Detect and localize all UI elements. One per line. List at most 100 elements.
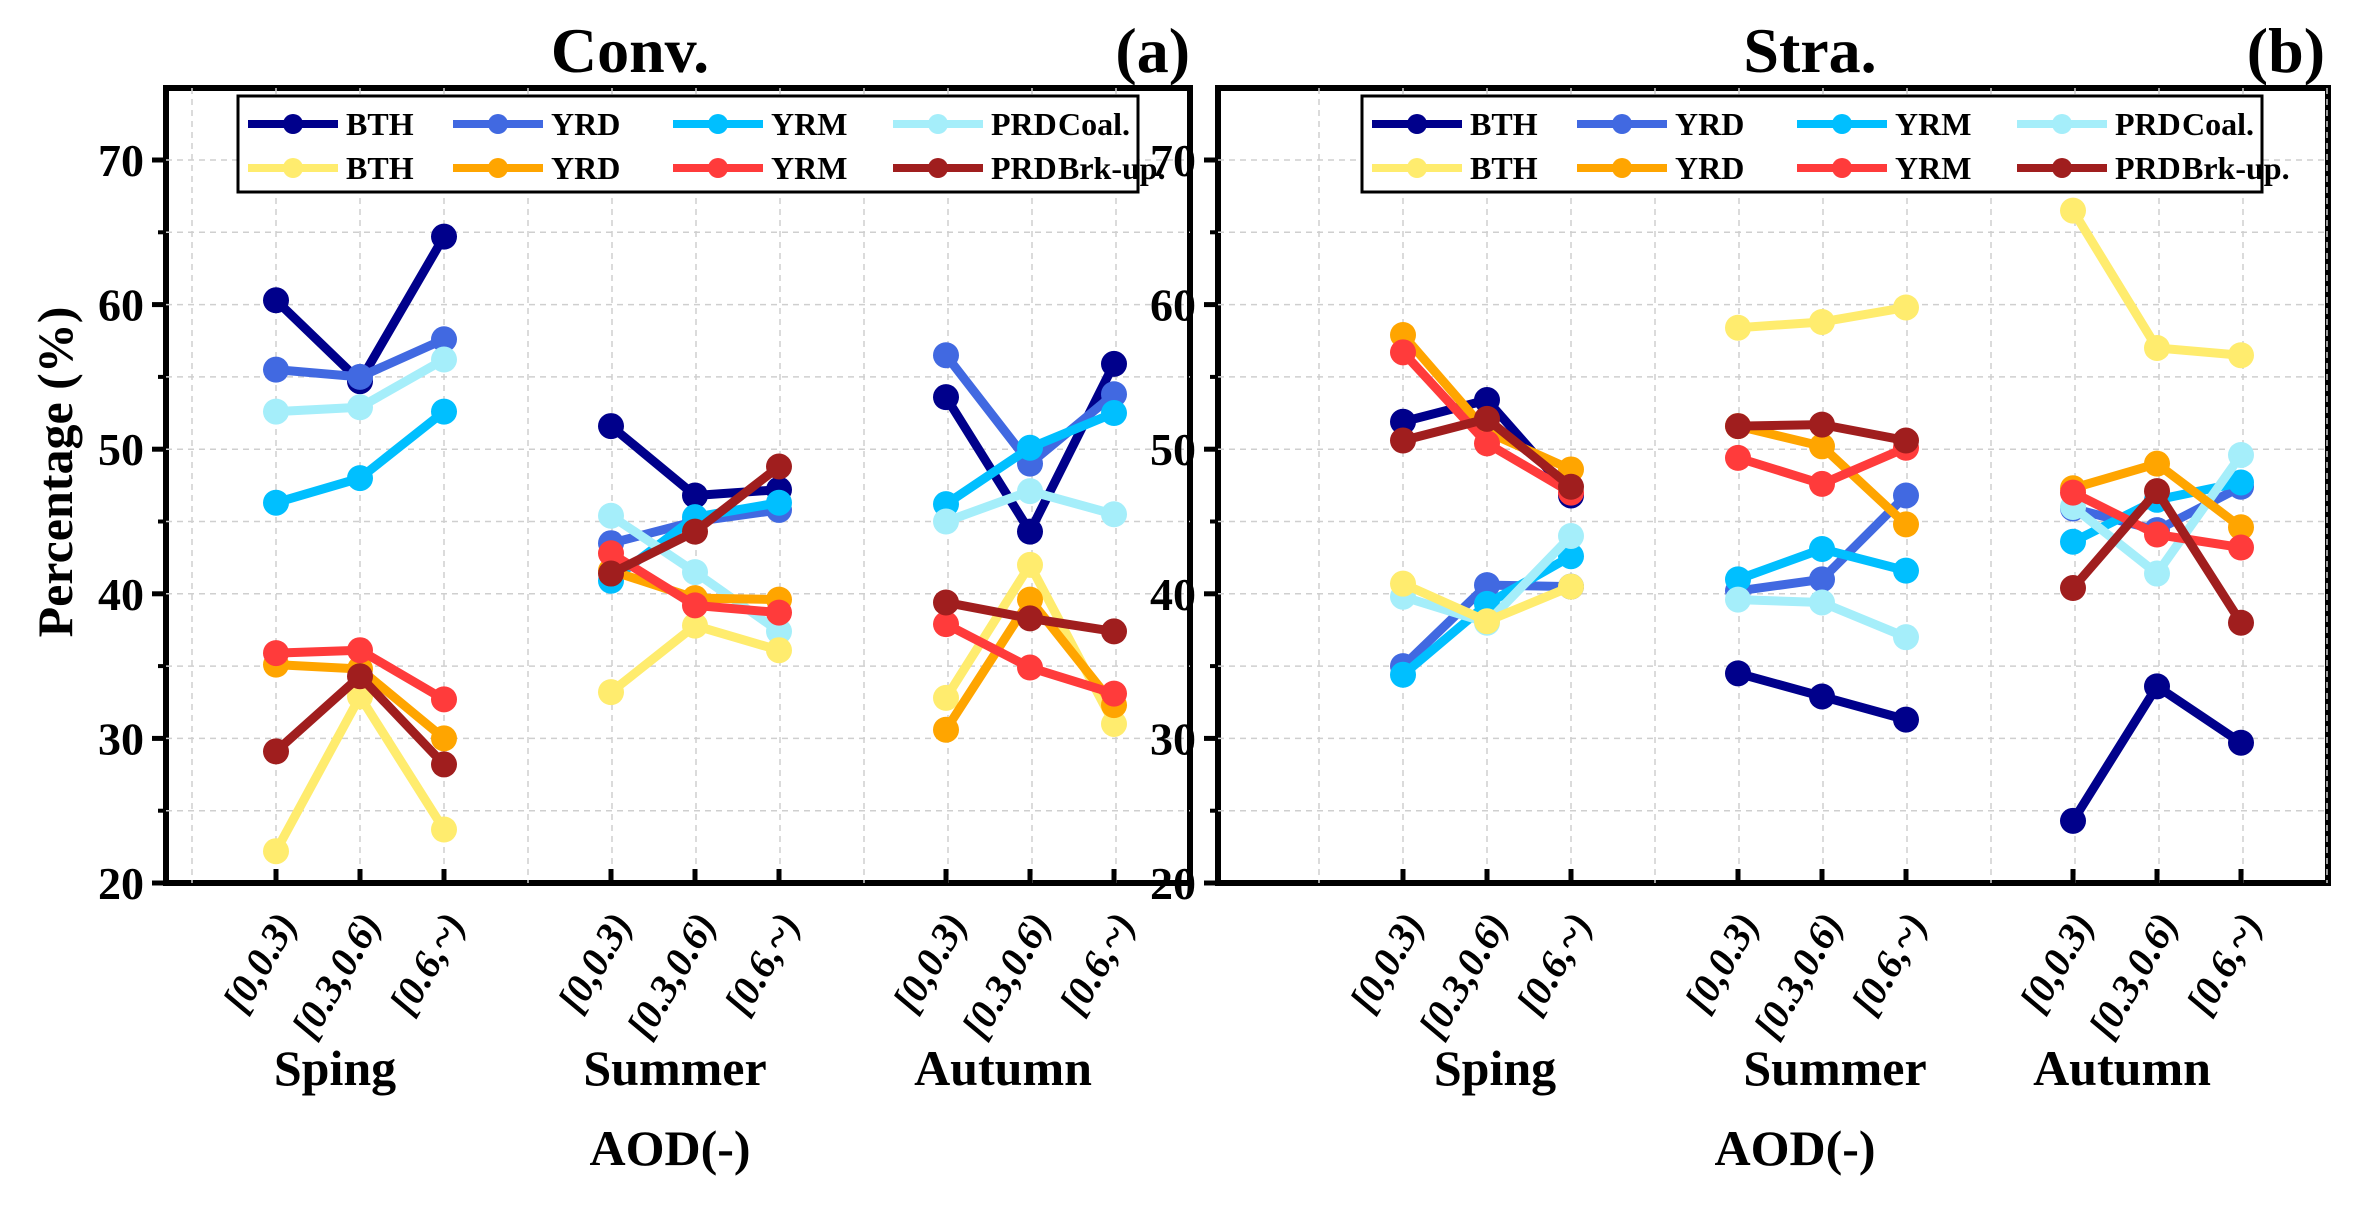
data-point (2060, 479, 2086, 506)
x-tick-label: [0,0.3) (549, 905, 641, 1020)
data-point (431, 326, 457, 353)
x-tick-label: [0,0.3) (2011, 905, 2103, 1020)
x-tick-label: [0,0.3) (884, 905, 976, 1020)
data-point (1474, 430, 1500, 457)
panel-title: Stra. (1743, 15, 1876, 86)
data-point (431, 686, 457, 713)
data-point (1390, 339, 1416, 366)
data-point (1101, 350, 1127, 377)
y-tick-label: 30 (98, 713, 144, 764)
data-point (682, 559, 708, 586)
legend-entry-label: YRD (1675, 106, 1744, 142)
legend-row-suffix: Brk-up. (1058, 150, 1166, 186)
data-point (431, 398, 457, 425)
legend-swatch-marker (2052, 114, 2072, 134)
data-point (1390, 408, 1416, 435)
legend-entry-label: YRD (1675, 150, 1744, 186)
legend-row-suffix: Coal. (2182, 106, 2254, 142)
data-point (1809, 566, 1835, 593)
legend: BTH YRD YRM PRD Coal. BTH YRD YRM PRD Brk-up. (236, 94, 1166, 194)
data-point (2060, 575, 2086, 602)
data-point (682, 592, 708, 619)
data-point (1017, 478, 1043, 505)
data-point (682, 482, 708, 509)
data-point (1390, 661, 1416, 688)
data-point (933, 342, 959, 369)
data-point (347, 465, 373, 492)
data-point (1474, 387, 1500, 414)
data-point (263, 838, 289, 865)
series-prd-brk-up- (1390, 405, 2254, 636)
legend-swatch-marker (1407, 158, 1427, 178)
x-tick-label: [0.6,~) (380, 905, 474, 1022)
data-point (1474, 608, 1500, 635)
legend-entry-label: YRD (551, 150, 620, 186)
legend-swatch-marker (1612, 158, 1632, 178)
data-point (766, 453, 792, 480)
data-point (1101, 400, 1127, 427)
y-tick-label: 70 (1150, 135, 1196, 186)
series-yrm-brk-up- (263, 540, 1127, 713)
data-point (263, 356, 289, 383)
data-point (2060, 197, 2086, 224)
legend-swatch-marker (1832, 114, 1852, 134)
x-axis-label: AOD(-) (1714, 1120, 1875, 1176)
data-point (682, 518, 708, 545)
data-point (1809, 433, 1835, 460)
data-point (347, 663, 373, 690)
y-tick-label: 60 (98, 280, 144, 331)
legend-entry-label: YRM (771, 150, 847, 186)
legend-entry-label: BTH (346, 106, 414, 142)
legend-swatch-marker (1832, 158, 1852, 178)
data-point (1725, 413, 1751, 440)
y-axis-label: Percentage (%) (27, 307, 83, 638)
legend-entry-label: PRD (2115, 150, 2181, 186)
data-point (1390, 427, 1416, 454)
data-point (1558, 473, 1584, 500)
series-bth-brk-up- (1390, 197, 2254, 635)
data-point (1893, 706, 1919, 733)
legend-entry-label: BTH (346, 150, 414, 186)
data-point (933, 508, 959, 535)
data-point (2144, 450, 2170, 477)
data-point (431, 751, 457, 778)
series-bth-coal- (1390, 387, 2254, 834)
data-point (431, 816, 457, 843)
legend-swatch-marker (1612, 114, 1632, 134)
data-point (1017, 654, 1043, 681)
data-point (766, 637, 792, 664)
data-point (431, 725, 457, 752)
data-point (347, 394, 373, 421)
x-tick-label: [0.6,~) (1842, 905, 1936, 1022)
data-point (2228, 729, 2254, 756)
legend-entry-label: PRD (991, 106, 1057, 142)
data-point (263, 287, 289, 314)
data-point (1101, 710, 1127, 737)
data-point (766, 489, 792, 516)
data-point (933, 716, 959, 743)
data-point (2228, 469, 2254, 496)
group-label: Autumn (2033, 1040, 2211, 1096)
data-point (1725, 314, 1751, 341)
legend-swatch-marker (283, 114, 303, 134)
data-point (347, 363, 373, 390)
data-point (1809, 535, 1835, 562)
data-point (933, 684, 959, 711)
data-point (1474, 405, 1500, 432)
x-tick-label: [0.6,~) (1050, 905, 1144, 1022)
data-point (2228, 441, 2254, 468)
panel-stra: Stra. (b) AOD(-) 203040506070[0,0.3)[0.3… (1150, 15, 2331, 1176)
legend-entry-label: BTH (1470, 106, 1538, 142)
plot-frame (1215, 85, 2331, 886)
x-tick-label: [0.6,~) (2177, 905, 2271, 1022)
data-point (933, 589, 959, 616)
legend-swatch-marker (2052, 158, 2072, 178)
series-line (2069, 681, 2244, 824)
data-point (1809, 470, 1835, 497)
y-tick-label: 50 (1150, 424, 1196, 475)
data-point (1017, 551, 1043, 578)
data-point (1101, 680, 1127, 707)
data-point (1809, 589, 1835, 616)
data-point (1017, 586, 1043, 613)
data-point (2144, 478, 2170, 505)
